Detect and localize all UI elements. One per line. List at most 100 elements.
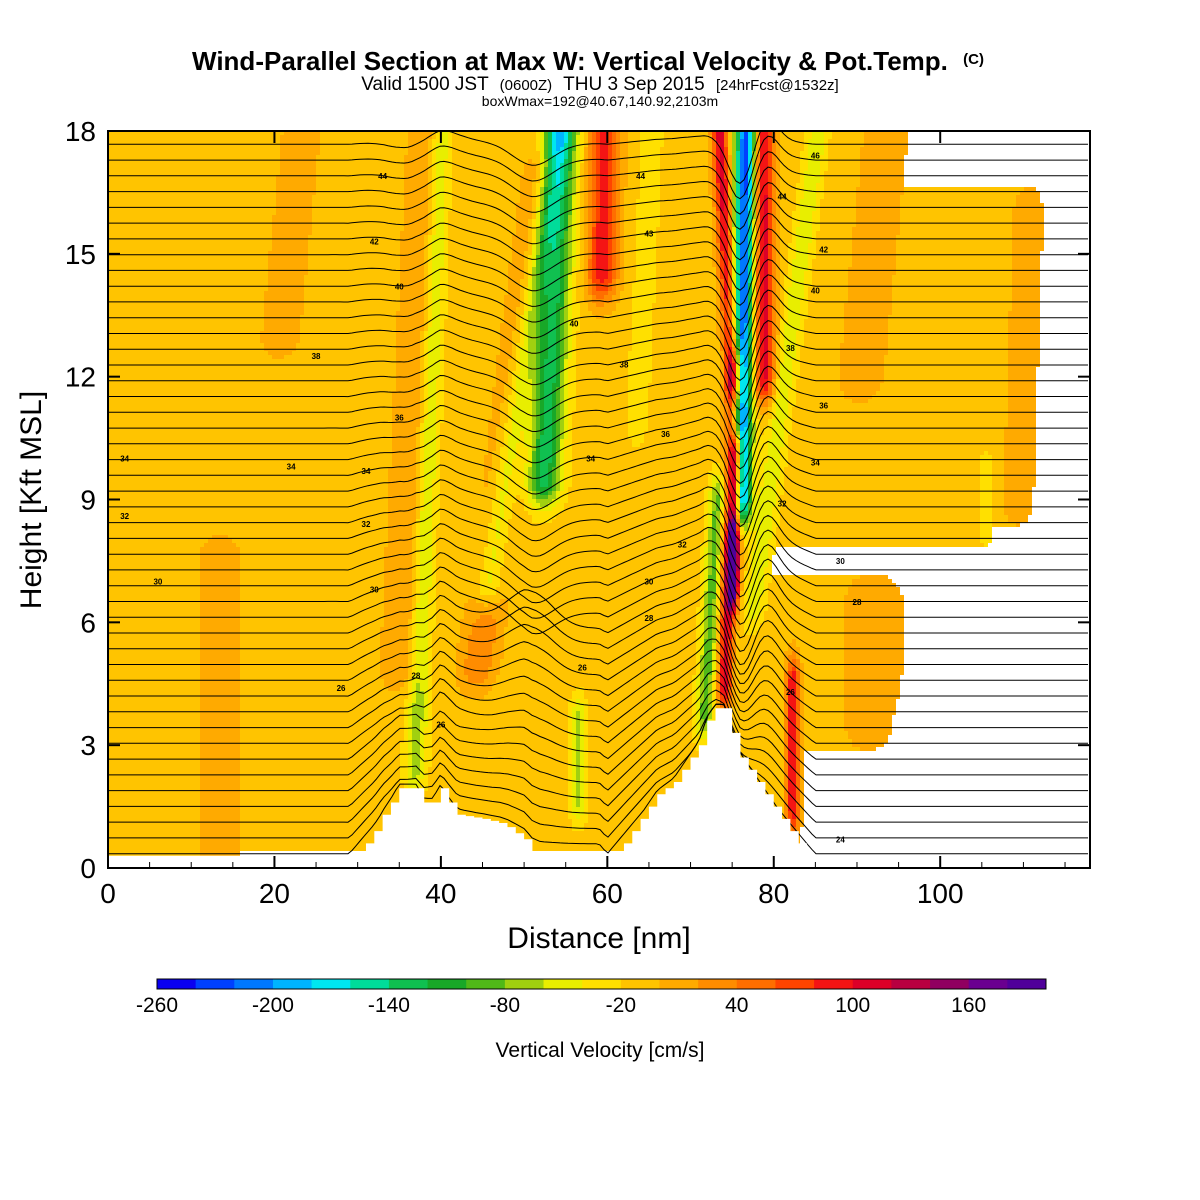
w-cell <box>584 151 588 155</box>
w-cell <box>548 331 556 335</box>
w-cell <box>724 271 728 275</box>
w-cell <box>424 363 428 367</box>
w-cell <box>564 187 568 191</box>
w-cell <box>752 411 756 415</box>
w-cell <box>712 495 716 499</box>
w-cell <box>732 527 736 531</box>
w-cell <box>388 483 416 487</box>
w-cell <box>560 179 564 183</box>
w-cell <box>636 211 660 215</box>
w-cell <box>616 191 620 195</box>
w-cell <box>780 447 788 451</box>
w-cell <box>852 251 896 255</box>
w-cell <box>440 431 488 435</box>
w-cell <box>540 211 544 215</box>
w-cell <box>560 431 564 435</box>
w-cell <box>788 311 800 315</box>
w-cell <box>764 299 768 303</box>
w-cell <box>748 371 752 375</box>
w-cell <box>420 563 432 567</box>
w-cell <box>268 263 308 267</box>
w-cell <box>532 235 536 239</box>
w-cell <box>708 491 712 495</box>
w-cell <box>568 167 572 171</box>
w-cell <box>560 471 564 475</box>
w-cell <box>808 315 844 319</box>
w-cell <box>512 511 528 515</box>
w-cell <box>732 167 736 171</box>
w-cell <box>740 531 744 535</box>
w-cell <box>540 183 544 187</box>
w-cell <box>108 375 396 379</box>
w-cell <box>760 367 764 371</box>
w-cell <box>732 319 736 323</box>
w-cell <box>572 319 580 323</box>
w-cell <box>756 231 760 235</box>
w-cell <box>312 215 404 219</box>
w-cell <box>856 223 900 227</box>
w-cell <box>108 299 264 303</box>
w-cell <box>564 327 568 331</box>
w-cell <box>588 251 592 255</box>
w-cell <box>596 199 600 203</box>
w-cell <box>772 419 784 423</box>
w-cell <box>532 219 536 223</box>
w-cell <box>424 355 428 359</box>
w-cell <box>416 543 420 547</box>
w-cell <box>752 159 756 163</box>
w-cell <box>740 343 748 347</box>
w-cell <box>1008 391 1036 395</box>
w-cell <box>496 367 508 371</box>
w-cell <box>108 463 392 467</box>
w-cell <box>516 351 520 355</box>
w-cell <box>588 167 592 171</box>
w-cell <box>568 319 572 323</box>
w-cell <box>652 331 716 335</box>
w-cell <box>772 339 776 343</box>
w-cell <box>576 399 628 403</box>
w-cell <box>572 355 576 359</box>
w-cell <box>596 219 600 223</box>
w-cell <box>776 503 780 507</box>
w-cell <box>736 559 740 563</box>
w-cell <box>612 255 616 259</box>
w-cell <box>440 295 448 299</box>
w-cell <box>444 159 452 163</box>
w-cell <box>760 423 768 427</box>
w-cell <box>496 523 500 527</box>
w-cell <box>736 131 740 135</box>
w-cell <box>848 283 892 287</box>
w-cell <box>756 439 768 443</box>
w-cell <box>736 539 740 543</box>
w-cell <box>728 543 736 547</box>
w-cell <box>568 199 572 203</box>
w-cell <box>400 283 424 287</box>
w-cell <box>552 451 556 455</box>
w-cell <box>432 151 436 155</box>
w-cell <box>704 527 708 531</box>
w-cell <box>564 247 568 251</box>
w-cell <box>444 379 496 383</box>
w-cell <box>532 427 536 431</box>
w-cell <box>444 199 452 203</box>
w-cell <box>748 459 752 463</box>
w-cell <box>556 355 560 359</box>
w-cell <box>812 279 848 283</box>
w-cell <box>524 167 536 171</box>
w-cell <box>396 387 420 391</box>
w-cell <box>724 435 728 439</box>
w-cell <box>640 147 660 151</box>
w-cell <box>200 567 240 571</box>
w-cell <box>764 195 768 199</box>
w-cell <box>712 259 716 263</box>
w-cell <box>540 243 544 247</box>
w-cell <box>776 255 780 259</box>
w-cell <box>516 495 520 499</box>
w-cell <box>504 387 512 391</box>
w-cell <box>884 371 1008 375</box>
w-cell <box>448 291 508 295</box>
w-cell <box>708 555 712 559</box>
w-cell <box>444 351 500 355</box>
w-cell <box>660 223 712 227</box>
w-cell <box>584 223 588 227</box>
